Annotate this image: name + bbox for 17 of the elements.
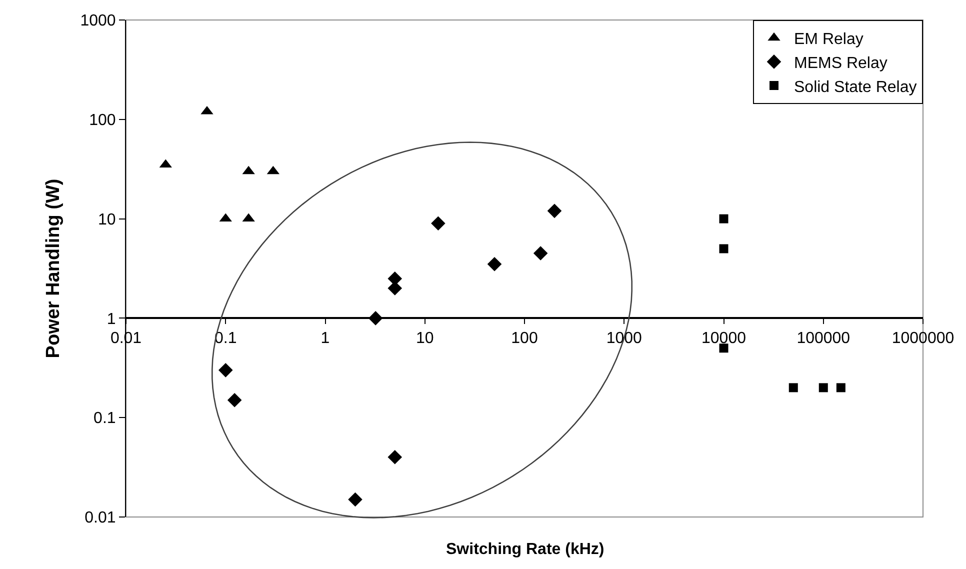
- y-tick-label: 0.1: [94, 410, 116, 428]
- y-axis-title: Power Handling (W): [43, 178, 64, 358]
- legend-label: MEMS Relay: [794, 54, 888, 72]
- x-tick-label: 1: [320, 330, 330, 348]
- x-tick-label: 10000: [702, 330, 746, 348]
- legend-label: Solid State Relay: [794, 78, 917, 96]
- x-axis-title: Switching Rate (kHz): [446, 541, 604, 558]
- x-tick-label: 100000: [796, 330, 850, 348]
- y-tick-label: 1: [106, 310, 116, 328]
- y-tick-label: 10: [98, 211, 116, 228]
- y-tick-label: 1000: [80, 12, 116, 30]
- x-tick-label: 1000000: [892, 330, 954, 348]
- y-tick-label: 100: [89, 112, 116, 129]
- x-tick-label: 10: [416, 330, 434, 348]
- y-tick-label: 0.01: [84, 510, 116, 527]
- x-tick-label: 100: [511, 330, 538, 348]
- legend-label: EM Relay: [794, 31, 864, 48]
